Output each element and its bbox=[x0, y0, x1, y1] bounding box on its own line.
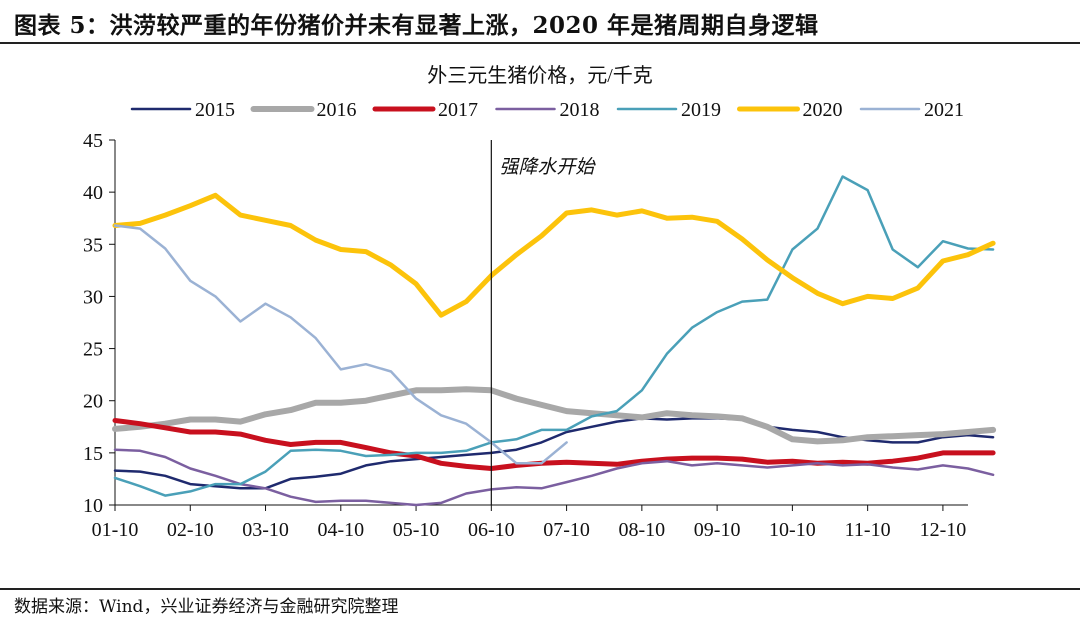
legend-item-2017: 2017 bbox=[372, 99, 478, 121]
legend-item-2021: 2021 bbox=[859, 99, 964, 121]
y-tick-label: 35 bbox=[83, 234, 103, 256]
y-tick-label: 25 bbox=[83, 339, 103, 361]
y-tick-label: 30 bbox=[83, 286, 103, 308]
bottom-divider bbox=[0, 588, 1080, 590]
legend-label: 2016 bbox=[317, 99, 357, 121]
legend-label: 2015 bbox=[195, 99, 235, 121]
series-line-2020 bbox=[112, 192, 996, 318]
legend-item-2019: 2019 bbox=[616, 99, 721, 121]
x-tick-label: 09-10 bbox=[694, 519, 741, 541]
legend-item-2016: 2016 bbox=[250, 99, 357, 121]
x-tick-label: 02-10 bbox=[167, 519, 214, 541]
legend-label: 2017 bbox=[438, 99, 478, 121]
y-tick-label: 10 bbox=[83, 495, 103, 517]
x-tick-label: 10-10 bbox=[769, 519, 816, 541]
legend-label: 2020 bbox=[803, 99, 843, 121]
x-tick-label: 01-10 bbox=[92, 519, 139, 541]
figure-title: 图表 5：洪涝较严重的年份猪价并未有显著上涨，2020 年是猪周期自身逻辑 bbox=[14, 12, 819, 39]
axes: 10 15 20 25 30 35 40 45 01-10 02-10 03-10 04-10 05-1… bbox=[83, 130, 968, 541]
chart-title: 外三元生猪价格，元/千克 bbox=[427, 64, 653, 87]
top-divider bbox=[0, 42, 1080, 44]
legend-label: 2021 bbox=[924, 99, 964, 121]
legend-label: 2018 bbox=[560, 99, 600, 121]
x-tick-label: 07-10 bbox=[543, 519, 590, 541]
legend-item-2015: 2015 bbox=[130, 99, 235, 121]
legend-item-2020: 2020 bbox=[737, 99, 843, 121]
series-line-2018 bbox=[113, 448, 995, 507]
y-tick-label: 20 bbox=[83, 391, 103, 413]
annotation: 强降水开始 bbox=[490, 140, 596, 505]
y-tick-label: 15 bbox=[83, 443, 103, 465]
series-layer bbox=[112, 175, 997, 507]
series-line-2021 bbox=[113, 224, 568, 465]
series-line-2016 bbox=[112, 386, 997, 445]
legend-label: 2019 bbox=[681, 99, 721, 121]
data-source: 数据来源：Wind，兴业证券经济与金融研究院整理 bbox=[14, 597, 399, 617]
series-line-2017 bbox=[112, 418, 996, 471]
x-tick-label: 11-10 bbox=[845, 519, 891, 541]
series-line-2019 bbox=[113, 175, 995, 497]
x-tick-label: 03-10 bbox=[242, 519, 289, 541]
x-tick-label: 12-10 bbox=[920, 519, 967, 541]
y-tick-label: 40 bbox=[83, 182, 103, 204]
legend-item-2018: 2018 bbox=[495, 99, 600, 121]
x-tick-label: 05-10 bbox=[393, 519, 440, 541]
x-tick-label: 06-10 bbox=[468, 519, 515, 541]
legend: 2015 2016 2017 2018 2019 2020 2021 bbox=[130, 99, 964, 121]
x-tick-label: 08-10 bbox=[619, 519, 666, 541]
price-line-chart: 外三元生猪价格，元/千克 2015 2016 2017 2018 2019 2020 202… bbox=[83, 64, 997, 541]
y-tick-label: 45 bbox=[83, 130, 103, 152]
x-tick-label: 04-10 bbox=[317, 519, 364, 541]
annotation-label: 强降水开始 bbox=[499, 157, 596, 178]
